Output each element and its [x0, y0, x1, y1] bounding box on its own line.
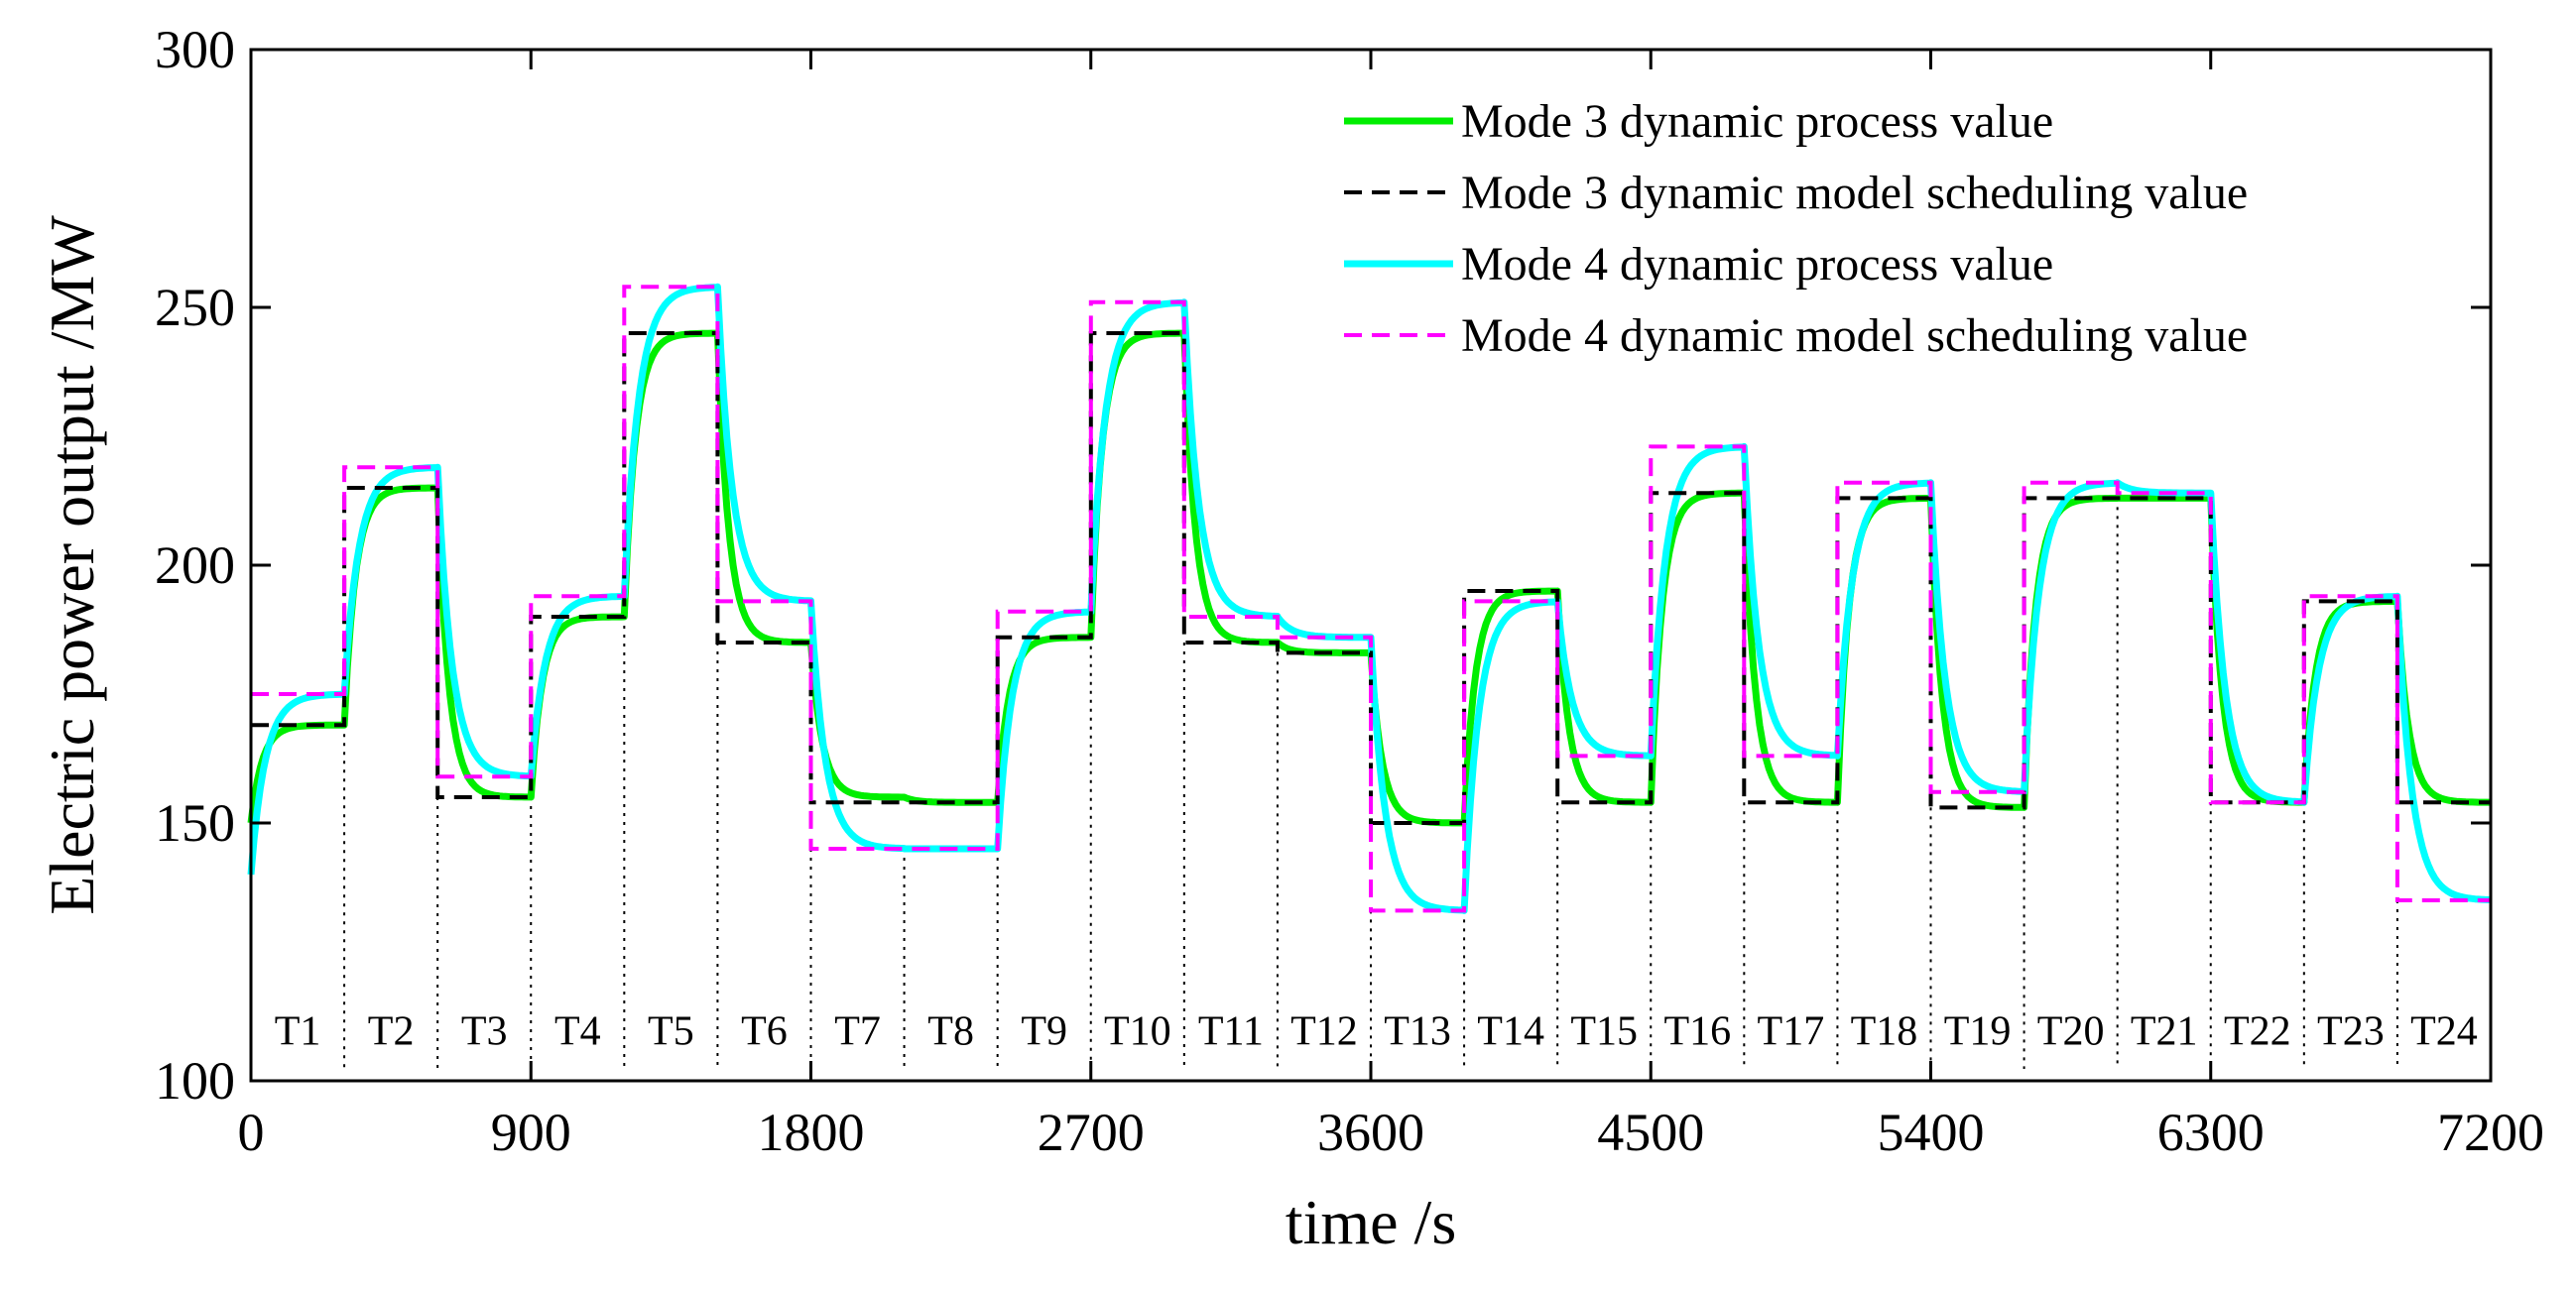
period-labels: T1 T2 T3 T4 T5 T6 T7 T8 T9 T10 T11 T12 T13 T14 T15 T16 T… — [275, 1009, 2478, 1055]
period-label-T4: T4 — [554, 1009, 601, 1055]
x-tick-label: 1800 — [758, 1103, 865, 1162]
legend-label-4: Mode 4 dynamic model scheduling value — [1461, 309, 2248, 362]
period-label-T23: T23 — [2317, 1009, 2385, 1055]
period-label-T11: T11 — [1198, 1009, 1264, 1055]
period-label-T5: T5 — [648, 1009, 694, 1055]
period-label-T16: T16 — [1663, 1009, 1731, 1055]
period-label-T21: T21 — [2131, 1009, 2198, 1055]
y-tick-label: 300 — [155, 20, 235, 79]
period-label-T2: T2 — [368, 1009, 415, 1055]
series-layer — [247, 283, 2492, 914]
x-tick-label: 3600 — [1317, 1103, 1424, 1162]
period-label-T6: T6 — [741, 1009, 788, 1055]
x-tick-label: 4500 — [1597, 1103, 1704, 1162]
legend-label-1: Mode 3 dynamic process value — [1461, 95, 2053, 148]
y-tick-label: 250 — [155, 278, 235, 337]
x-tick-label: 0 — [238, 1103, 265, 1162]
x-tick-label: 6300 — [2157, 1103, 2265, 1162]
period-label-T17: T17 — [1758, 1009, 1825, 1055]
period-label-T9: T9 — [1021, 1009, 1067, 1055]
period-label-T15: T15 — [1570, 1009, 1638, 1055]
period-label-T7: T7 — [834, 1009, 881, 1055]
x-axis-title: time /s — [1286, 1187, 1456, 1257]
axis-ticks: 0 900 1800 2700 3600 4500 5400 6300 7200 100 150 20… — [155, 20, 2544, 1162]
period-label-T8: T8 — [927, 1009, 974, 1055]
period-label-T20: T20 — [2037, 1009, 2105, 1055]
period-label-T3: T3 — [461, 1009, 508, 1055]
y-axis-title: Electric power output /MW — [37, 215, 107, 915]
period-label-T22: T22 — [2224, 1009, 2291, 1055]
period-label-T1: T1 — [275, 1009, 321, 1055]
period-label-T12: T12 — [1290, 1009, 1358, 1055]
y-tick-label: 100 — [155, 1051, 235, 1111]
period-label-T19: T19 — [1944, 1009, 2012, 1055]
legend-label-2: Mode 3 dynamic model scheduling value — [1461, 167, 2248, 219]
x-tick-label: 5400 — [1878, 1103, 1985, 1162]
x-tick-label: 7200 — [2437, 1103, 2544, 1162]
legend: Mode 3 dynamic process value Mode 3 dynam… — [1344, 95, 2248, 362]
y-tick-label: 200 — [155, 535, 235, 595]
period-label-T18: T18 — [1851, 1009, 1918, 1055]
period-label-T13: T13 — [1384, 1009, 1451, 1055]
x-tick-label: 2700 — [1038, 1103, 1145, 1162]
x-tick-label: 900 — [491, 1103, 571, 1162]
period-label-T14: T14 — [1477, 1009, 1544, 1055]
period-label-T10: T10 — [1104, 1009, 1171, 1055]
series-line-mode4-schedule — [251, 285, 2491, 913]
series-line-mode3-schedule — [251, 331, 2491, 825]
period-dividers — [343, 498, 2398, 1069]
legend-label-3: Mode 4 dynamic process value — [1461, 238, 2053, 291]
y-tick-label: 150 — [155, 793, 235, 853]
period-label-T24: T24 — [2410, 1009, 2478, 1055]
